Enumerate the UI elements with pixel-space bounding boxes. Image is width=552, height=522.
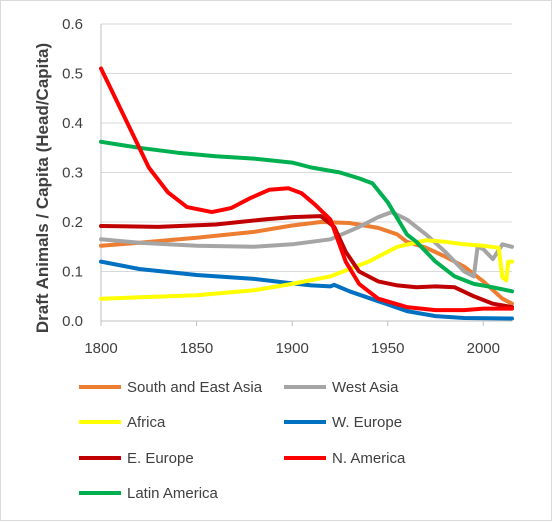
series-line-south-and-east-asia: [99, 220, 514, 306]
x-tick-label: 1950: [371, 340, 404, 357]
series-line-africa: [99, 238, 514, 301]
legend-item-w-europe: W. Europe: [284, 414, 402, 431]
axes: [100, 24, 512, 326]
y-axis-title: Draft Animals / Capita (Head/Capita): [33, 43, 52, 333]
legend-item-south-and-east-asia: South and East Asia: [79, 379, 263, 396]
legend-label: E. Europe: [127, 450, 194, 467]
legend-label: N. America: [332, 450, 406, 467]
tick-labels: 0.0 0.1 0.2 0.3 0.4 0.5 0.6 1800 1850 1900 1950 200…: [62, 16, 500, 357]
legend: South and East Asia West Asia Africa W. Eur…: [79, 379, 406, 502]
y-tick-label: 0.6: [62, 16, 83, 33]
legend-item-n-america: N. America: [284, 450, 406, 467]
x-tick-label: 1850: [180, 340, 213, 357]
legend-label: Africa: [127, 414, 166, 431]
legend-label: Latin America: [127, 485, 219, 502]
legend-item-e-europe: E. Europe: [79, 450, 194, 467]
x-tick-label: 1900: [275, 340, 308, 357]
legend-item-africa: Africa: [79, 414, 166, 431]
x-tick-label: 1800: [84, 340, 117, 357]
y-tick-label: 0.0: [62, 313, 83, 330]
y-tick-label: 0.3: [62, 165, 83, 182]
y-tick-label: 0.1: [62, 264, 83, 281]
y-tick-label: 0.4: [62, 115, 83, 132]
legend-label: South and East Asia: [127, 379, 263, 396]
legend-label: West Asia: [332, 379, 399, 396]
legend-label: W. Europe: [332, 414, 402, 431]
series-line-west-asia: [99, 210, 514, 279]
series-line-e-europe: [99, 214, 514, 310]
x-tick-label: 2000: [467, 340, 500, 357]
series-line-n-america: [99, 66, 514, 313]
series-line-w-europe: [99, 259, 514, 321]
legend-item-west-asia: West Asia: [284, 379, 399, 396]
y-tick-label: 0.2: [62, 214, 83, 231]
series-lines: [99, 66, 514, 321]
series-line-latin-america: [99, 139, 514, 294]
gridlines: [101, 23, 512, 272]
y-tick-label: 0.5: [62, 66, 83, 83]
legend-item-latin-america: Latin America: [79, 485, 219, 502]
